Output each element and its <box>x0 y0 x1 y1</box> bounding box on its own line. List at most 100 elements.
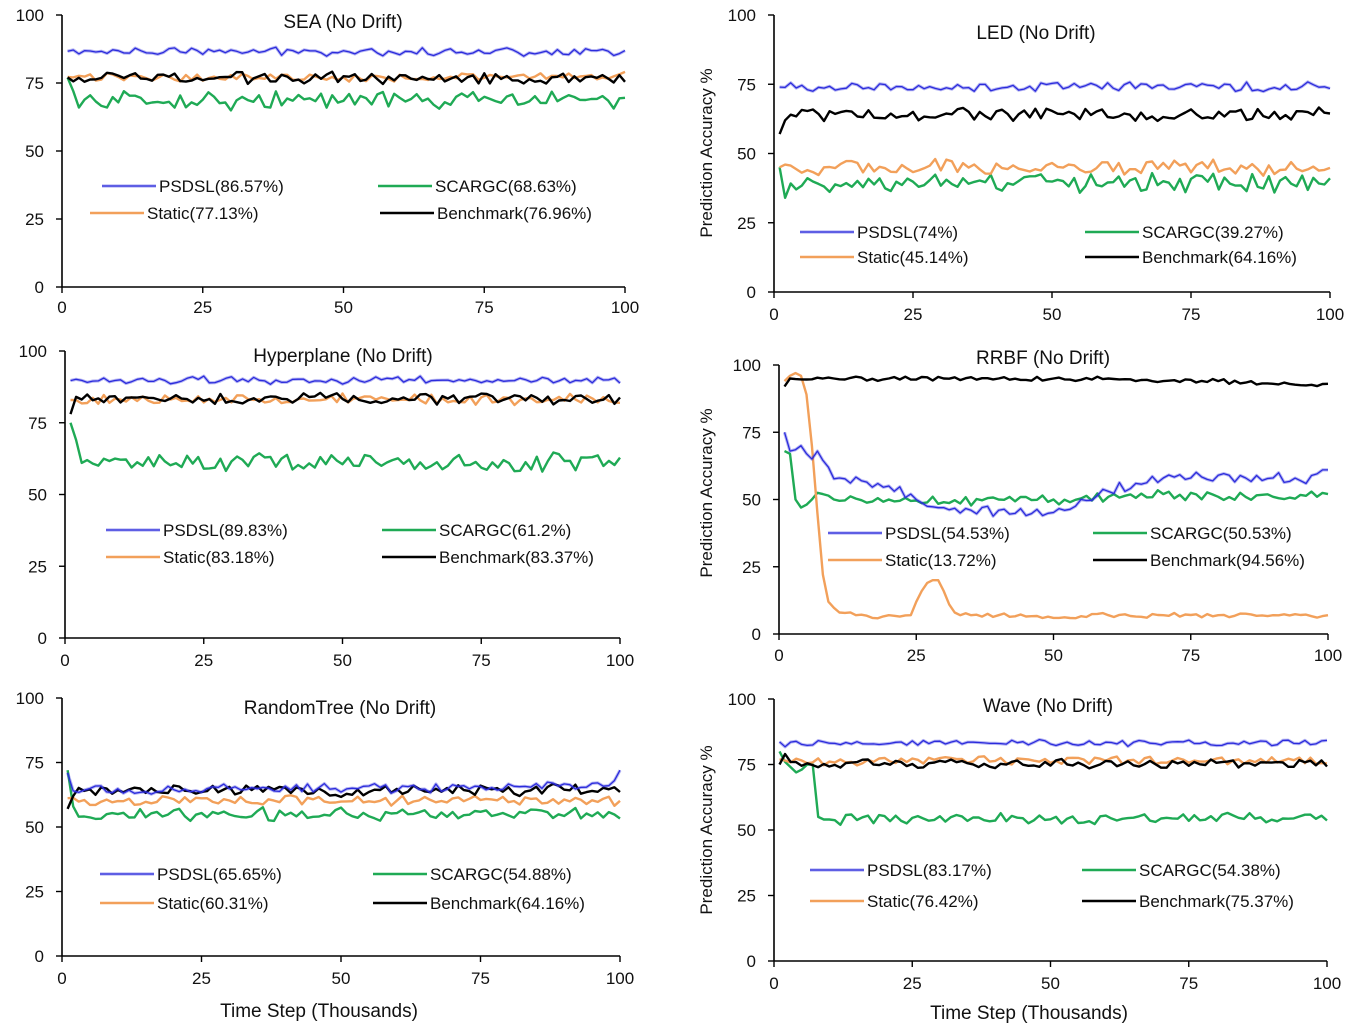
series-line-static <box>67 70 626 83</box>
legend-item: SCARGC(54.88%) <box>373 865 572 884</box>
y-tick-label: 100 <box>733 356 761 375</box>
legend-label: SCARGC(54.38%) <box>1139 861 1281 880</box>
y-tick-label: 100 <box>728 690 756 709</box>
legend-item: Benchmark(83.37%) <box>382 548 594 567</box>
x-tick-label: 0 <box>57 969 66 988</box>
legend-item: Static(13.72%) <box>828 551 997 570</box>
x-tick-label: 50 <box>333 651 352 670</box>
legend-item: PSDSL(83.17%) <box>810 861 992 880</box>
legend-item: SCARGC(54.38%) <box>1082 861 1281 880</box>
y-tick-label: 50 <box>737 821 756 840</box>
chart-title: LED (No Drift) <box>976 23 1095 44</box>
x-tick-label: 25 <box>904 305 923 324</box>
legend-label: PSDSL(65.65%) <box>157 865 282 884</box>
y-tick-label: 75 <box>737 75 756 94</box>
y-tick-label: 100 <box>16 689 44 708</box>
series-line-static <box>783 371 1329 620</box>
series-line-benchmark <box>783 375 1329 388</box>
series-line-scargc <box>66 77 626 112</box>
series-line-benchmark <box>778 106 1331 135</box>
series-line-benchmark <box>66 70 626 86</box>
legend-item: Static(83.18%) <box>106 548 275 567</box>
series-line-scargc <box>66 770 621 823</box>
chart-panel: 0 25 50 75 100 0 25 50 75 100 RandomTree (No Drift… <box>16 689 635 1022</box>
y-tick-label: 100 <box>16 6 44 25</box>
x-tick-label: 100 <box>1314 646 1342 665</box>
x-tick-label: 100 <box>1316 305 1344 324</box>
legend-item: Benchmark(94.56%) <box>1093 551 1305 570</box>
x-tick-label: 75 <box>475 298 494 317</box>
y-tick-label: 0 <box>747 283 756 302</box>
legend-item: PSDSL(86.57%) <box>102 177 284 196</box>
legend-item: Static(76.42%) <box>810 892 979 911</box>
y-tick-label: 25 <box>28 557 47 576</box>
chart-panel: 0 25 50 75 100 0 25 50 75 100 Wave (No Drift) Time … <box>697 690 1341 1024</box>
legend-label: Benchmark(83.37%) <box>439 548 594 567</box>
x-tick-label: 50 <box>334 298 353 317</box>
series-line-benchmark <box>69 391 621 415</box>
x-tick-label: 100 <box>1313 974 1341 993</box>
legend-item: Static(77.13%) <box>90 204 259 223</box>
legend-label: Benchmark(75.37%) <box>1139 892 1294 911</box>
chart-title: RandomTree (No Drift) <box>244 698 437 719</box>
chart-panel: 0 25 50 75 100 0 25 50 75 100 LED (No Drift) Predic… <box>697 6 1344 324</box>
x-tick-label: 0 <box>769 974 778 993</box>
legend-label: PSDSL(86.57%) <box>159 177 284 196</box>
chart-panel: 0 25 50 75 100 0 25 50 75 100 RRBF (No Drift) Predi… <box>697 348 1342 665</box>
legend-item: PSDSL(54.53%) <box>828 524 1010 543</box>
legend-label: SCARGC(39.27%) <box>1142 223 1284 242</box>
y-tick-label: 50 <box>742 491 761 510</box>
y-tick-label: 50 <box>28 486 47 505</box>
x-tick-label: 75 <box>1181 646 1200 665</box>
legend-item: Static(60.31%) <box>100 894 269 913</box>
legend-item: SCARGC(61.2%) <box>382 521 571 540</box>
y-tick-label: 25 <box>742 558 761 577</box>
legend-label: Benchmark(94.56%) <box>1150 551 1305 570</box>
series-line-psdsl <box>779 81 1331 93</box>
y-tick-label: 75 <box>28 414 47 433</box>
legend-label: Static(83.18%) <box>163 548 275 567</box>
y-axis-label: Prediction Accuracy % <box>697 745 716 914</box>
chart-title: RRBF (No Drift) <box>976 348 1110 369</box>
series-line-benchmark <box>66 782 621 810</box>
legend-label: Benchmark(76.96%) <box>437 204 592 223</box>
legend-label: Static(77.13%) <box>147 204 259 223</box>
legend-item: Static(45.14%) <box>800 248 969 267</box>
series-line-psdsl <box>66 769 621 795</box>
x-tick-label: 100 <box>611 298 639 317</box>
legend-label: PSDSL(83.17%) <box>867 861 992 880</box>
series-line-scargc <box>778 750 1328 826</box>
series-line-psdsl <box>67 46 626 57</box>
x-tick-label: 100 <box>606 969 634 988</box>
legend-item: PSDSL(74%) <box>800 223 958 242</box>
legend-label: PSDSL(74%) <box>857 223 958 242</box>
x-tick-label: 50 <box>1041 974 1060 993</box>
x-tick-label: 25 <box>194 651 213 670</box>
x-tick-label: 75 <box>1182 305 1201 324</box>
legend-label: SCARGC(50.53%) <box>1150 524 1292 543</box>
legend-item: SCARGC(50.53%) <box>1093 524 1292 543</box>
y-tick-label: 100 <box>19 342 47 361</box>
y-axis-label: Prediction Accuracy % <box>697 68 716 237</box>
legend-label: SCARGC(54.88%) <box>430 865 572 884</box>
x-tick-label: 0 <box>769 305 778 324</box>
y-tick-label: 25 <box>25 883 44 902</box>
series-line-static <box>779 157 1331 177</box>
series-line-scargc <box>783 450 1329 509</box>
series-line-psdsl <box>779 738 1328 748</box>
x-tick-label: 50 <box>1044 646 1063 665</box>
legend-label: Static(13.72%) <box>885 551 997 570</box>
x-tick-label: 50 <box>332 969 351 988</box>
legend-label: Benchmark(64.16%) <box>1142 248 1297 267</box>
legend-label: PSDSL(89.83%) <box>163 521 288 540</box>
legend-item: Benchmark(64.16%) <box>1085 248 1297 267</box>
series-line-psdsl <box>70 375 621 385</box>
legend-item: Benchmark(64.16%) <box>373 894 585 913</box>
legend-label: Benchmark(64.16%) <box>430 894 585 913</box>
y-tick-label: 50 <box>25 818 44 837</box>
y-tick-label: 0 <box>35 947 44 966</box>
legend-item: PSDSL(89.83%) <box>106 521 288 540</box>
y-tick-label: 75 <box>737 756 756 775</box>
x-tick-label: 75 <box>471 969 490 988</box>
